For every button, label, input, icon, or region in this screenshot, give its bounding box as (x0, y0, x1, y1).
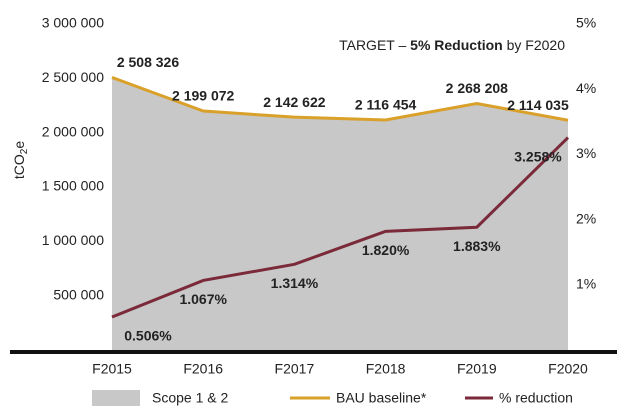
legend-swatch (92, 390, 140, 406)
y-tick-label: 500 000 (53, 286, 104, 302)
y-label-lead: tCO (11, 154, 27, 179)
data-label: 2 116 454 (355, 97, 417, 113)
data-label: 1.067% (179, 291, 227, 307)
x-tick-label: F2019 (457, 361, 497, 377)
y-axis-label: tCO2e (11, 141, 30, 179)
y-label-tail: e (11, 141, 27, 149)
data-label: 2 114 035 (507, 97, 569, 113)
data-label: 1.314% (271, 275, 319, 291)
y2-tick-label: 5% (576, 15, 596, 31)
y-label-sub: 2 (19, 148, 30, 154)
data-label: 1.883% (453, 238, 501, 254)
y2-tick-label: 1% (576, 276, 596, 292)
annotation-lead: TARGET – (339, 37, 410, 53)
data-label: 2 508 326 (117, 54, 179, 70)
data-label: 0.506% (124, 328, 172, 344)
y-tick-label: 1 500 000 (42, 178, 104, 194)
legend-label: BAU baseline* (336, 390, 427, 406)
data-label: 2 199 072 (172, 88, 234, 104)
legend-label: % reduction (499, 390, 573, 406)
x-tick-label: F2015 (92, 361, 132, 377)
data-label: 1.820% (362, 242, 410, 258)
data-label: 3.258% (514, 148, 562, 164)
x-tick-label: F2020 (548, 361, 588, 377)
y-tick-label: 2 000 000 (42, 123, 104, 139)
y2-tick-label: 2% (576, 210, 596, 226)
annotation-bold: 5% Reduction (410, 37, 503, 53)
y-tick-label: 3 000 000 (42, 15, 104, 31)
data-label: 2 268 208 (446, 80, 508, 96)
x-tick-label: F2018 (366, 361, 406, 377)
x-tick-label: F2017 (275, 361, 315, 377)
area (112, 77, 568, 350)
x-tick-label: F2016 (183, 361, 223, 377)
y2-tick-label: 3% (576, 145, 596, 161)
annotation: TARGET – 5% Reduction by F2020 (339, 37, 565, 53)
line (111, 136, 570, 319)
line (111, 76, 569, 122)
data-label: 2 142 622 (263, 94, 325, 110)
legend-label: Scope 1 & 2 (152, 390, 228, 406)
y2-tick-label: 4% (576, 80, 596, 96)
annotation-tail: by F2020 (503, 37, 565, 53)
y-tick-label: 2 500 000 (42, 69, 104, 85)
y-tick-label: 1 000 000 (42, 232, 104, 248)
